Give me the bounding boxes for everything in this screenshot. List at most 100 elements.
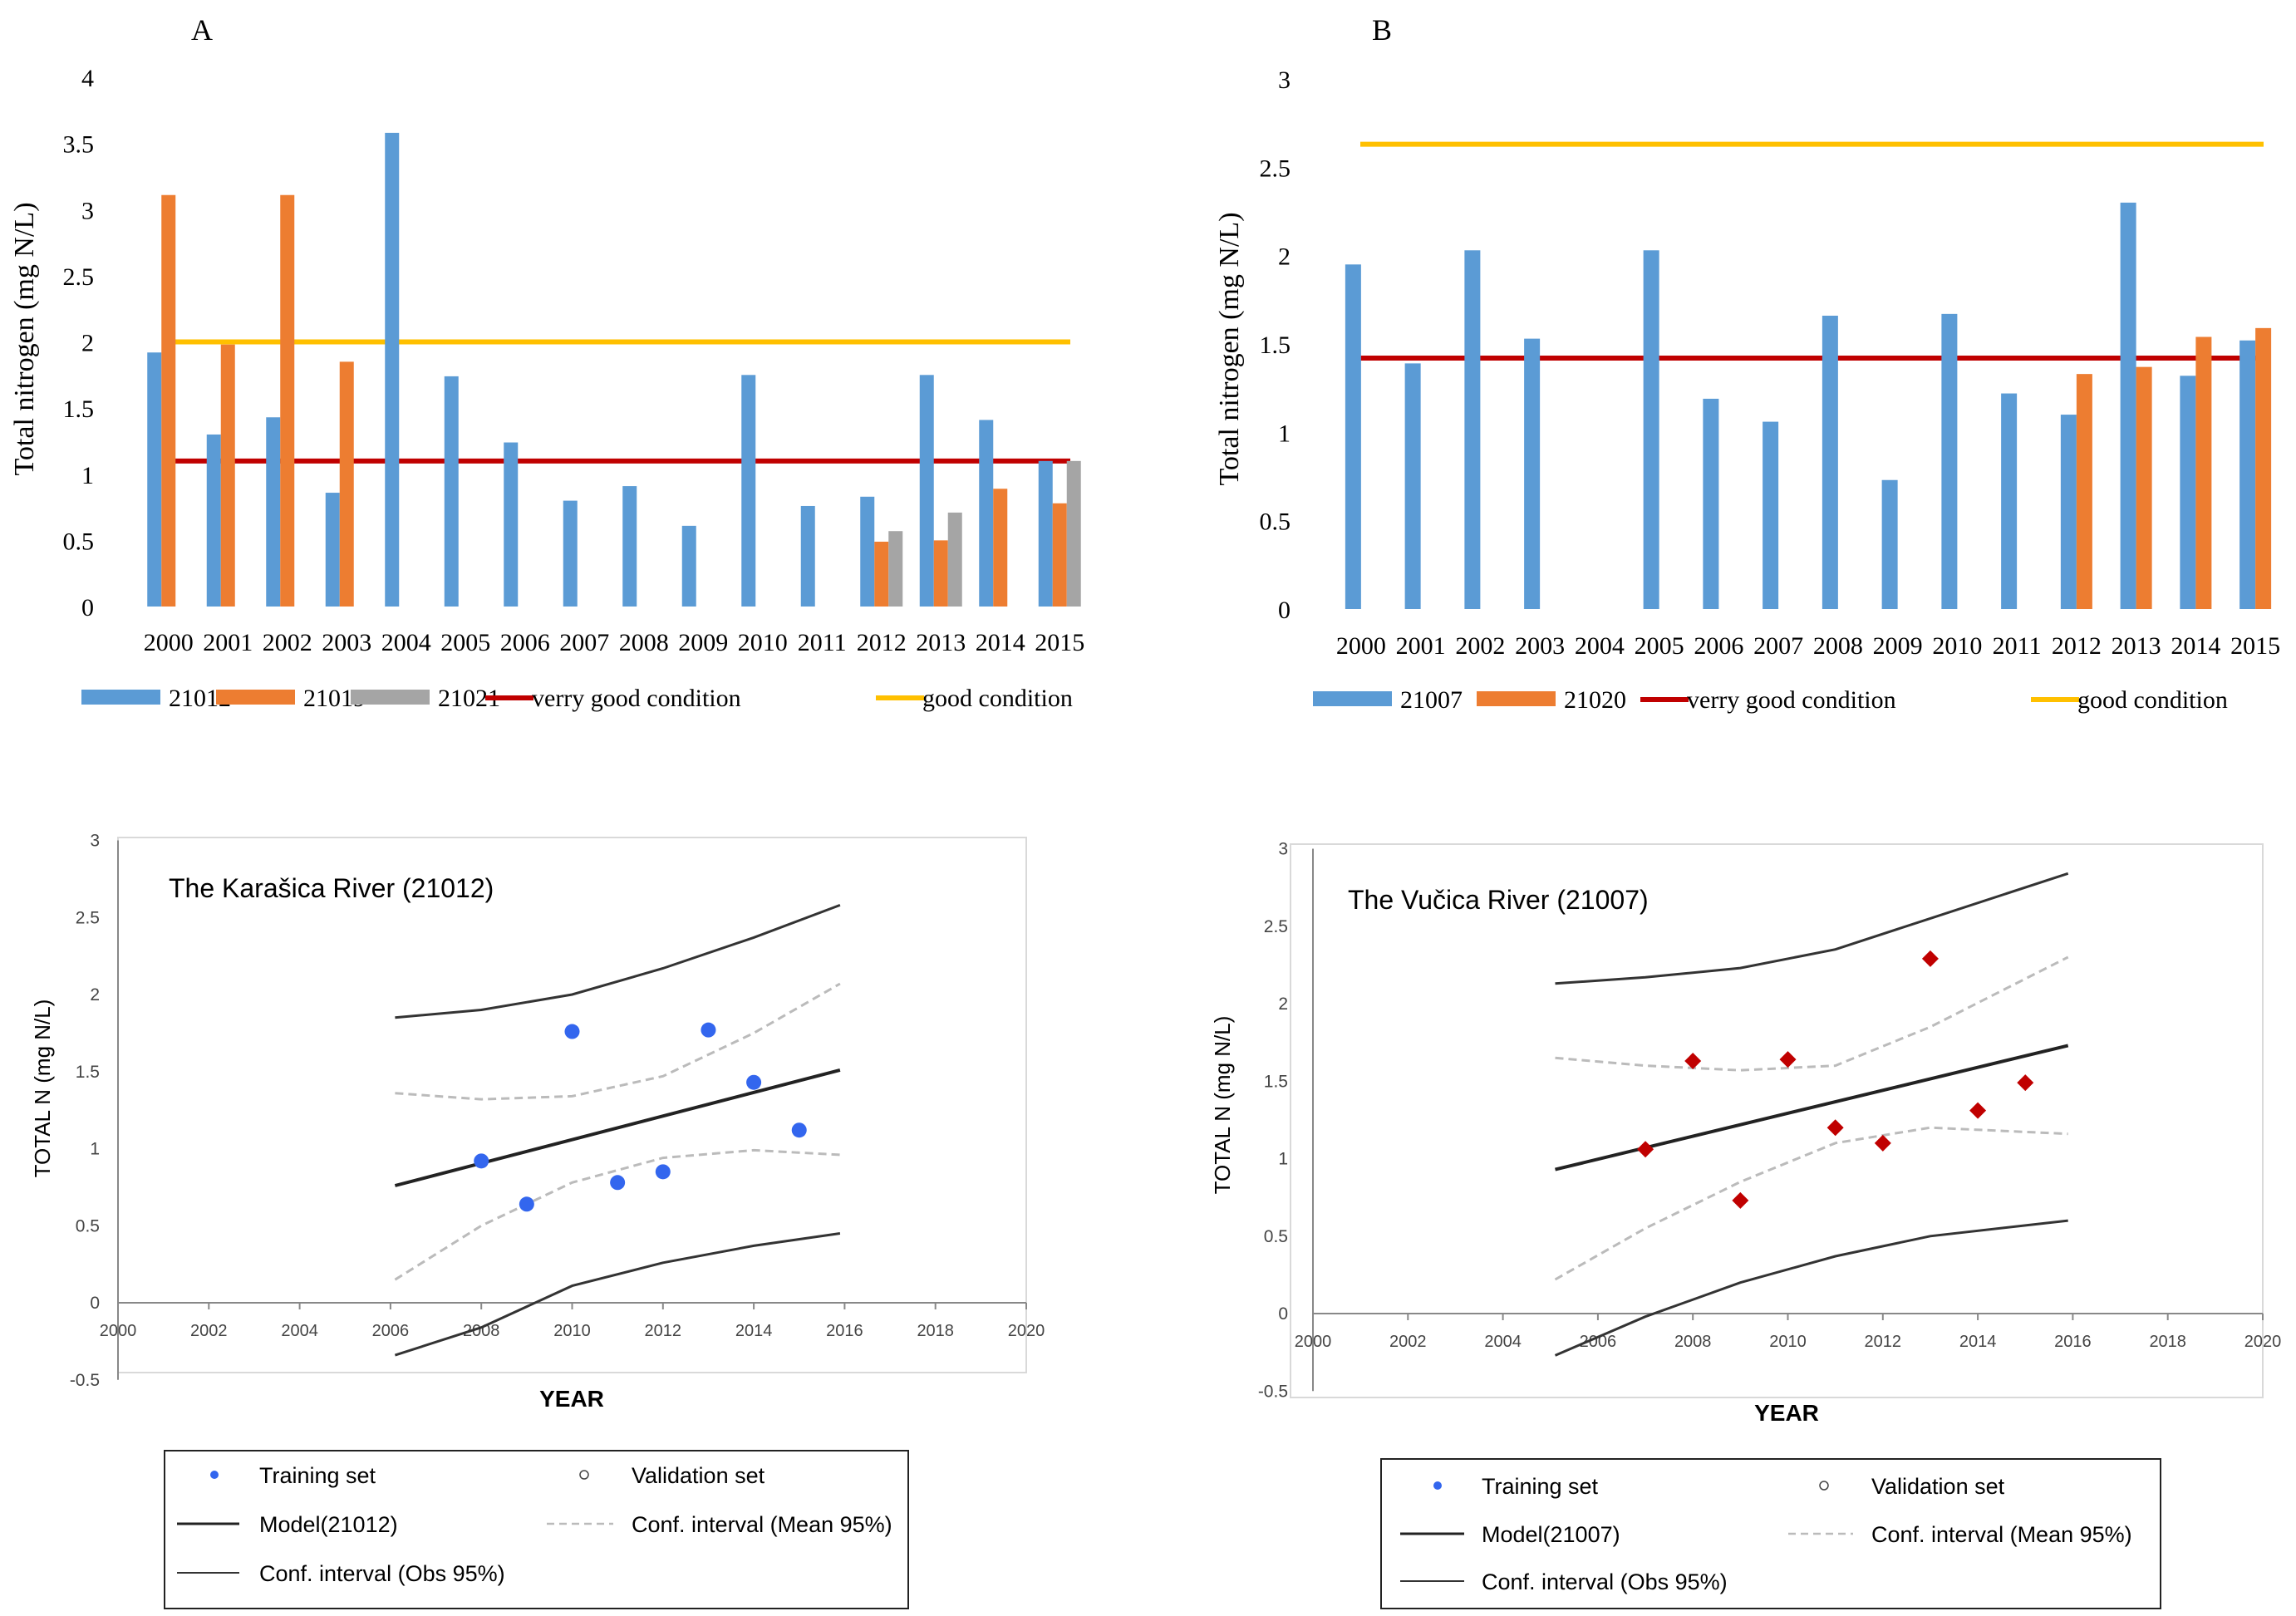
panel-b-x-tick-label: 2008 xyxy=(1813,632,1863,660)
panel-b-bar-21007-2012 xyxy=(2060,415,2077,609)
panel-d-legend-conf-obs: Conf. interval (Obs 95%) xyxy=(1482,1569,1728,1594)
panel-d-x-tick-label: 2004 xyxy=(1484,1333,1522,1351)
panel-a-bar-21012-2006 xyxy=(504,442,519,607)
panel-a-bar-21012-2005 xyxy=(444,376,459,607)
panel-a-bar-21012-2013 xyxy=(919,375,934,607)
panel-b-x-tick-label: 2010 xyxy=(1932,632,1982,660)
panel-c-plot-frame xyxy=(117,837,1027,1373)
panel-a-x-tick-label: 2012 xyxy=(857,629,907,656)
panel-b-x-tick-label: 2011 xyxy=(1993,632,2042,660)
panel-d-x-tick-label: 2012 xyxy=(1865,1333,1902,1351)
panel-a-x-tick-label: 2007 xyxy=(559,629,609,656)
panel-c-y-tick-label: 3 xyxy=(90,832,100,851)
panel-d-conf-obs-upper xyxy=(1555,872,2069,985)
panel-b-bar-21007-2014 xyxy=(2180,376,2196,609)
panel-c-legend-conf-mean: Conf. interval (Mean 95%) xyxy=(632,1512,892,1537)
panel-b-y-tick-label: 0 xyxy=(1278,597,1291,624)
panel-d-y-tick-label: 1.5 xyxy=(1264,1072,1288,1091)
panel-b-bar-21007-2002 xyxy=(1464,250,1481,609)
panel-d-point-2013 xyxy=(1921,950,1939,967)
panel-b-bar-21020-2014 xyxy=(2195,336,2212,609)
panel-b-bar-21007-2009 xyxy=(1881,479,1898,609)
panel-c-x-tick-label: 2008 xyxy=(463,1322,500,1340)
panel-d-x-tick-label: 2018 xyxy=(2149,1333,2186,1351)
panel-c-x-tick-label: 2004 xyxy=(281,1322,318,1340)
panel-c-x-tick-label: 2002 xyxy=(190,1322,228,1340)
panel-b-y-tick-label: 1 xyxy=(1278,420,1291,447)
panel-b-y-ticks: 0 0.5 1 1.5 2 2.5 3 xyxy=(1260,66,1291,624)
panel-d-conf-mean-upper xyxy=(1555,955,2069,1072)
panel-c-legend-validation: Validation set xyxy=(632,1463,765,1488)
panel-b-x-tick-label: 2014 xyxy=(2171,632,2220,660)
panel-b-x-tick-label: 2004 xyxy=(1575,632,1625,660)
panel-d-legend-training: Training set xyxy=(1482,1474,1599,1499)
panel-b-x-ticks: 2000 2001 2002 2003 2004 2005 2006 2007 2008 2009… xyxy=(1336,632,2280,660)
panel-a-y-tick-label: 3 xyxy=(81,197,94,224)
panel-b-y-axis-label: Total nitrogen (mg N/L) xyxy=(1214,212,1245,485)
panel-d-legend-model: Model(21007) xyxy=(1482,1522,1620,1547)
panel-b-x-tick-label: 2013 xyxy=(2112,632,2161,660)
panel-b-x-tick-label: 2007 xyxy=(1753,632,1803,660)
panel-b-x-tick-label: 2012 xyxy=(2052,632,2102,660)
panel-d-x-tick-label: 2016 xyxy=(2054,1333,2092,1351)
panel-c-y-tick-label: 1 xyxy=(90,1140,100,1159)
panel-c-point-2015 xyxy=(791,1122,807,1138)
panel-d-point-2008 xyxy=(1684,1053,1702,1070)
panel-d-y-tick-label: 3 xyxy=(1278,840,1288,859)
panel-c-legend-model: Model(21012) xyxy=(259,1512,398,1537)
panel-b-legend-label-good-condition: good condition xyxy=(2077,686,2228,714)
panel-d-conf-obs-lower xyxy=(1554,1219,2068,1357)
panel-a-x-tick-label: 2008 xyxy=(619,629,669,656)
panel-c-x-tick-label: 2020 xyxy=(1008,1322,1045,1340)
panel-b-bar-21007-2013 xyxy=(2120,202,2136,609)
panel-b-bar-21007-2008 xyxy=(1822,315,1838,609)
panel-c-x-tick-label: 2006 xyxy=(372,1322,410,1340)
panel-a-bar-21012-2014 xyxy=(979,420,994,607)
panel-a-x-tick-label: 2010 xyxy=(738,629,788,656)
panel-c-point-2008 xyxy=(474,1153,489,1169)
panel-b-x-tick-label: 2005 xyxy=(1635,632,1684,660)
panel-b-x-tick-label: 2009 xyxy=(1873,632,1923,660)
panel-a-bar-21019-2014 xyxy=(993,489,1008,607)
panel-b-bar-21007-2000 xyxy=(1345,264,1361,609)
panel-c-x-tick-label: 2014 xyxy=(735,1322,773,1340)
panel-c-y-tick-label: 2 xyxy=(90,985,100,1004)
panel-d-model-line xyxy=(1555,1044,2069,1171)
panel-c-conf-obs-upper xyxy=(395,903,841,1019)
panel-d-legend: Training set Validation set Model(21007)… xyxy=(1380,1458,2161,1609)
panel-c-y-tick-label: 0 xyxy=(90,1294,100,1313)
panel-c-title: The Karašica River (21012) xyxy=(169,873,494,903)
panel-a-bar-21012-2008 xyxy=(622,486,637,607)
panel-d-x-tick-label: 2010 xyxy=(1769,1333,1807,1351)
panel-c-legend-training-marker xyxy=(210,1471,219,1479)
panel-a-x-tick-label: 2001 xyxy=(203,629,253,656)
panel-a-y-tick-label: 0 xyxy=(81,594,94,621)
panel-b-x-tick-label: 2003 xyxy=(1515,632,1565,660)
panel-d-y-tick-label: 0.5 xyxy=(1264,1227,1288,1246)
panel-b-legend-swatch-21020 xyxy=(1477,691,1556,706)
panel-b-bar-21007-2003 xyxy=(1524,338,1541,609)
panel-a-x-tick-label: 2004 xyxy=(381,629,431,656)
panel-a-bar-21012-2010 xyxy=(741,375,756,607)
panel-a-bar-21019-2000 xyxy=(161,194,176,607)
panel-a-bar-21021-2015 xyxy=(1066,460,1081,607)
panel-d-scatter-chart: The Vučica River (21007) TOTAL N (mg N/L… xyxy=(1210,840,2281,1609)
panel-a-x-tick-label: 2009 xyxy=(678,629,728,656)
panel-b-legend-label-verry-good-condition: verry good condition xyxy=(1687,686,1896,714)
panel-c-y-tick-label: 0.5 xyxy=(76,1216,100,1235)
panel-a-bar-21012-2015 xyxy=(1038,460,1053,607)
panel-b-bar-21007-2011 xyxy=(2001,393,2018,609)
panel-d-conf-mean-lower xyxy=(1554,1126,2068,1281)
panel-a-legend: 21012 21019 21021 verry good condition good … xyxy=(81,685,1073,712)
panel-d-legend-validation: Validation set xyxy=(1871,1474,2005,1499)
panel-c-x-tick-label: 2016 xyxy=(826,1322,863,1340)
panel-d-legend-conf-mean: Conf. interval (Mean 95%) xyxy=(1871,1522,2132,1547)
panel-a-y-tick-label: 1.5 xyxy=(63,395,95,423)
panel-c-conf-obs-lower xyxy=(394,1232,841,1357)
panel-c-legend: Training set Validation set Model(21012)… xyxy=(164,1450,909,1609)
panel-a-bar-21019-2013 xyxy=(933,540,948,607)
panel-c-legend-box xyxy=(164,1450,909,1609)
panel-d-legend-validation-marker xyxy=(1819,1481,1829,1491)
panel-c-x-tick-label: 2012 xyxy=(645,1322,682,1340)
